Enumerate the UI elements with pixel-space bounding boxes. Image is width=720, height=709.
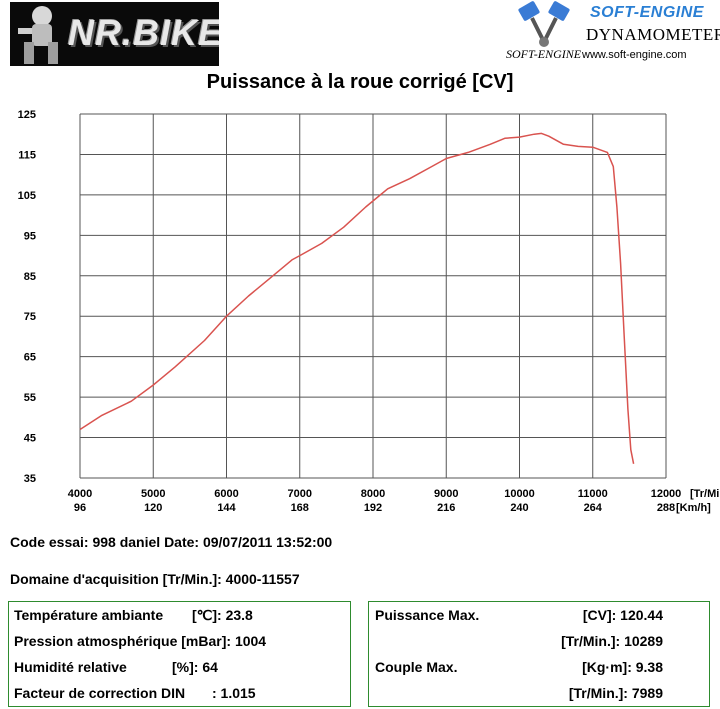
y-tick-label: 45 <box>24 433 36 445</box>
nr-bike-logo: NR.BIKE <box>10 2 219 66</box>
x2-tick-label: 120 <box>144 502 162 514</box>
max-torque-rpm: [Tr/Min.]: 7989 <box>568 685 663 701</box>
x2-tick-label: 216 <box>437 502 455 514</box>
max-torque-label: Couple Max. <box>375 659 458 675</box>
soft-engine-small: SOFT-ENGINE <box>506 47 582 61</box>
max-torque-value: [Kg·m]: 9.38 <box>582 659 663 675</box>
piston-icon <box>518 1 570 47</box>
x2-tick-label: 168 <box>291 502 309 514</box>
x2-tick-label: 288 <box>657 502 675 514</box>
y-tick-label: 115 <box>18 149 36 161</box>
x-tick-label: 7000 <box>288 488 312 500</box>
temperature-value: [℃]: 23.8 <box>192 607 253 623</box>
din-factor-value: : 1.015 <box>212 685 256 701</box>
power-curve-line <box>79 132 635 464</box>
y-tick-label: 85 <box>24 271 36 283</box>
y-tick-label: 95 <box>24 230 36 242</box>
x2-tick-label: 96 <box>74 502 86 514</box>
power-chart: 4000 96 5000 120 6000 144 7000 168 8000 192 9000 21… <box>18 109 720 514</box>
din-factor-label: Facteur de correction DIN <box>14 685 186 701</box>
max-power-rpm: [Tr/Min.]: 10289 <box>561 633 663 649</box>
x2-tick-label: 192 <box>364 502 382 514</box>
max-power-label: Puissance Max. <box>375 607 480 623</box>
test-code-line: Code essai: 998 daniel Date: 09/07/2011 … <box>10 534 333 550</box>
humidity-value: [%]: 64 <box>172 659 218 675</box>
y-tick-label: 65 <box>24 352 36 364</box>
x-tick-label: 9000 <box>434 488 458 500</box>
x-tick-label: 4000 <box>68 488 92 500</box>
x-tick-label: 12000 <box>651 488 682 500</box>
nr-bike-logo-text: NR.BIKE <box>68 12 219 53</box>
chart-title: Puissance à la roue corrigé [CV] <box>206 71 514 93</box>
x2-tick-label: 240 <box>510 502 528 514</box>
acquisition-domain-line: Domaine d'acquisition [Tr/Min.]: 4000-11… <box>10 571 300 587</box>
y-tick-label: 125 <box>18 109 36 121</box>
x2-tick-label: 264 <box>584 502 603 514</box>
max-values-box: Puissance Max. [CV]: 120.44 [Tr/Min.]: 1… <box>368 601 710 707</box>
y-tick-label: 35 <box>24 473 36 485</box>
soft-engine-brand: SOFT-ENGINE <box>590 4 704 21</box>
pressure-line: Pression atmosphérique [mBar]: 1004 <box>14 633 267 649</box>
conditions-box: Température ambiante [℃]: 23.8 Pression … <box>8 601 351 707</box>
humidity-label: Humidité relative <box>14 659 127 675</box>
website-url: www.soft-engine.com <box>582 49 687 61</box>
rider-icon <box>18 6 58 64</box>
x-tick-label: 5000 <box>141 488 165 500</box>
x2-tick-label: 144 <box>217 502 236 514</box>
y-tick-label: 55 <box>24 392 36 404</box>
x-tick-label: 8000 <box>361 488 385 500</box>
x-tick-label: 11000 <box>578 488 608 500</box>
x-tick-label: 6000 <box>214 488 238 500</box>
temperature-label: Température ambiante <box>14 607 164 623</box>
y-tick-label: 75 <box>24 311 36 323</box>
y-tick-label: 105 <box>18 190 36 202</box>
max-power-value: [CV]: 120.44 <box>582 607 663 623</box>
x-tick-label: 10000 <box>504 488 535 500</box>
x2-axis-label: [Km/h] <box>676 502 711 514</box>
x-axis-label: [Tr/Min] <box>690 488 720 500</box>
